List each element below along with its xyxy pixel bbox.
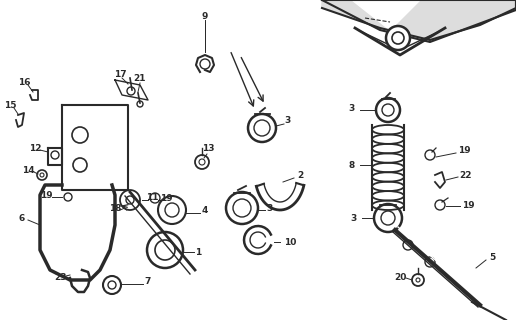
- Polygon shape: [322, 0, 516, 40]
- Text: 15: 15: [4, 100, 16, 109]
- Text: 16: 16: [18, 77, 30, 86]
- Text: 11: 11: [146, 193, 158, 202]
- Text: 13: 13: [202, 143, 214, 153]
- Text: 19: 19: [40, 190, 52, 199]
- Text: 3: 3: [267, 204, 273, 212]
- Text: 19: 19: [462, 201, 474, 210]
- Text: 3: 3: [285, 116, 291, 124]
- Text: 5: 5: [489, 253, 495, 262]
- Text: 9: 9: [202, 12, 208, 20]
- Text: 19: 19: [458, 146, 470, 155]
- Text: 19: 19: [159, 194, 172, 203]
- Circle shape: [386, 26, 410, 50]
- Text: 12: 12: [29, 143, 41, 153]
- Text: 18: 18: [109, 204, 121, 212]
- Text: 14: 14: [22, 165, 34, 174]
- Text: 3: 3: [351, 213, 357, 222]
- Text: 3: 3: [349, 103, 355, 113]
- Text: 17: 17: [114, 69, 126, 78]
- Text: 6: 6: [19, 213, 25, 222]
- Text: 1: 1: [195, 247, 201, 257]
- Text: 23: 23: [54, 274, 66, 283]
- Text: 10: 10: [284, 237, 296, 246]
- Text: 21: 21: [134, 74, 146, 83]
- Text: 2: 2: [297, 171, 303, 180]
- Text: 22: 22: [460, 171, 472, 180]
- Text: 8: 8: [349, 161, 355, 170]
- Text: 4: 4: [202, 205, 208, 214]
- Text: 20: 20: [394, 274, 406, 283]
- Polygon shape: [322, 0, 516, 30]
- Text: 7: 7: [145, 277, 151, 286]
